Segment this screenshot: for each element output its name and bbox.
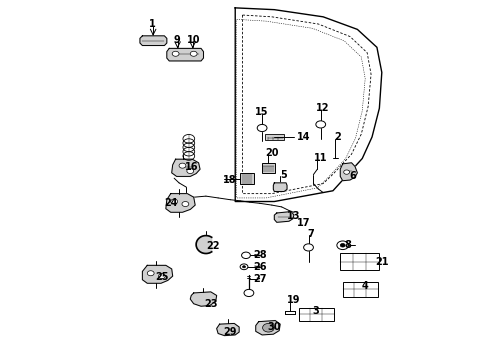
Text: 1: 1 — [149, 19, 155, 29]
Text: 14: 14 — [297, 132, 310, 142]
Text: 2: 2 — [335, 132, 341, 142]
Polygon shape — [256, 320, 280, 335]
Circle shape — [316, 121, 326, 128]
Text: 25: 25 — [155, 272, 169, 282]
Text: 18: 18 — [222, 175, 236, 185]
Polygon shape — [340, 163, 357, 181]
Circle shape — [147, 271, 154, 276]
Text: 11: 11 — [314, 153, 327, 163]
Bar — [299, 308, 334, 320]
Text: 27: 27 — [253, 274, 267, 284]
Circle shape — [337, 241, 348, 249]
Circle shape — [172, 51, 179, 56]
Text: 13: 13 — [287, 211, 300, 221]
Circle shape — [340, 243, 345, 247]
Text: 20: 20 — [265, 148, 279, 158]
Polygon shape — [217, 323, 239, 336]
Bar — [340, 253, 379, 270]
Polygon shape — [273, 183, 287, 192]
Circle shape — [187, 168, 194, 174]
Circle shape — [179, 163, 186, 168]
Text: 16: 16 — [185, 162, 198, 172]
Text: 9: 9 — [173, 35, 180, 45]
Circle shape — [242, 252, 250, 258]
Circle shape — [343, 170, 349, 174]
Polygon shape — [140, 36, 167, 45]
Bar — [265, 134, 284, 140]
Text: 23: 23 — [204, 299, 218, 309]
Circle shape — [244, 289, 254, 297]
Text: 15: 15 — [255, 107, 269, 117]
Text: 4: 4 — [361, 281, 368, 291]
Circle shape — [159, 274, 165, 279]
Circle shape — [304, 244, 314, 251]
Text: 17: 17 — [297, 218, 310, 228]
Circle shape — [243, 266, 245, 268]
Circle shape — [240, 264, 248, 270]
Text: 22: 22 — [206, 241, 220, 251]
Text: 7: 7 — [308, 229, 315, 239]
Polygon shape — [143, 265, 172, 283]
Polygon shape — [196, 235, 212, 253]
Bar — [262, 163, 275, 173]
Polygon shape — [167, 48, 203, 61]
Circle shape — [263, 323, 274, 332]
Text: 8: 8 — [344, 239, 351, 249]
Polygon shape — [190, 292, 217, 306]
Text: 6: 6 — [349, 171, 356, 181]
Text: 30: 30 — [268, 322, 281, 332]
Text: 29: 29 — [223, 327, 237, 337]
Circle shape — [257, 125, 267, 132]
Polygon shape — [166, 194, 195, 212]
Circle shape — [171, 199, 177, 204]
Text: 12: 12 — [317, 103, 330, 113]
Text: 10: 10 — [187, 35, 200, 45]
Text: 3: 3 — [313, 306, 319, 316]
Text: 21: 21 — [375, 257, 389, 267]
Text: 26: 26 — [253, 262, 267, 272]
Circle shape — [182, 202, 189, 207]
Text: 19: 19 — [287, 295, 300, 305]
Bar — [343, 282, 378, 297]
Polygon shape — [172, 159, 200, 176]
Polygon shape — [274, 212, 294, 222]
Text: 5: 5 — [281, 170, 288, 180]
Text: 28: 28 — [253, 250, 267, 260]
Bar — [240, 173, 254, 184]
Text: 24: 24 — [164, 198, 177, 208]
Circle shape — [190, 51, 197, 56]
